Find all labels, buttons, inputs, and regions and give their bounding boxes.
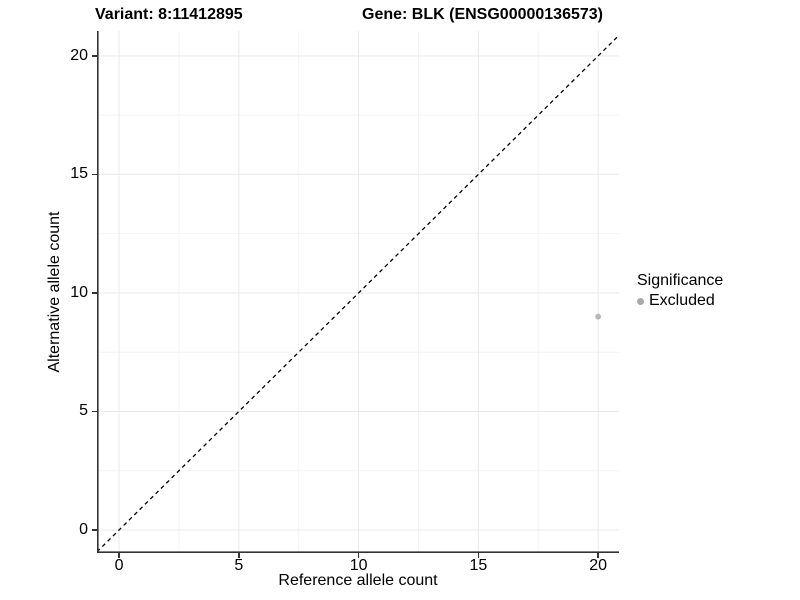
legend-title: Significance — [637, 272, 724, 289]
legend: Significance Excluded — [637, 271, 723, 310]
x-tick-mark — [357, 553, 360, 558]
y-tick-mark — [91, 173, 97, 176]
x-axis-title: Reference allele count — [278, 572, 438, 589]
y-tick-label: 15 — [70, 165, 88, 183]
y-tick-mark — [91, 292, 97, 294]
x-tick-mark — [238, 553, 240, 558]
y-tick-label: 0 — [79, 521, 88, 538]
y-tick-label: 10 — [70, 283, 88, 301]
x-tick-label: 0 — [114, 557, 124, 574]
x-tick-label: 10 — [349, 557, 368, 574]
plot-canvas — [97, 31, 619, 553]
x-tick-mark — [477, 553, 480, 558]
x-tick-label: 5 — [234, 557, 244, 574]
y-tick-mark — [91, 410, 97, 413]
identity-reference-line — [97, 34, 619, 553]
x-tick-mark — [118, 553, 120, 558]
excluded-point-icon — [637, 297, 644, 305]
y-tick-mark — [91, 529, 97, 531]
legend-item-excluded: Excluded — [637, 292, 723, 310]
x-tick-label: 15 — [469, 557, 488, 574]
x-tick-label: 20 — [589, 557, 608, 574]
plot-panel — [97, 31, 619, 553]
gene-title: Gene: BLK (ENSG00000136573) — [362, 6, 603, 23]
legend-item-label: Excluded — [649, 292, 715, 309]
data-point — [595, 313, 602, 320]
y-tick-label: 20 — [70, 46, 88, 64]
y-tick-mark — [91, 55, 97, 57]
variant-title: Variant: 8:11412895 — [95, 6, 243, 23]
x-tick-mark — [597, 553, 599, 558]
y-tick-label: 5 — [79, 402, 88, 420]
